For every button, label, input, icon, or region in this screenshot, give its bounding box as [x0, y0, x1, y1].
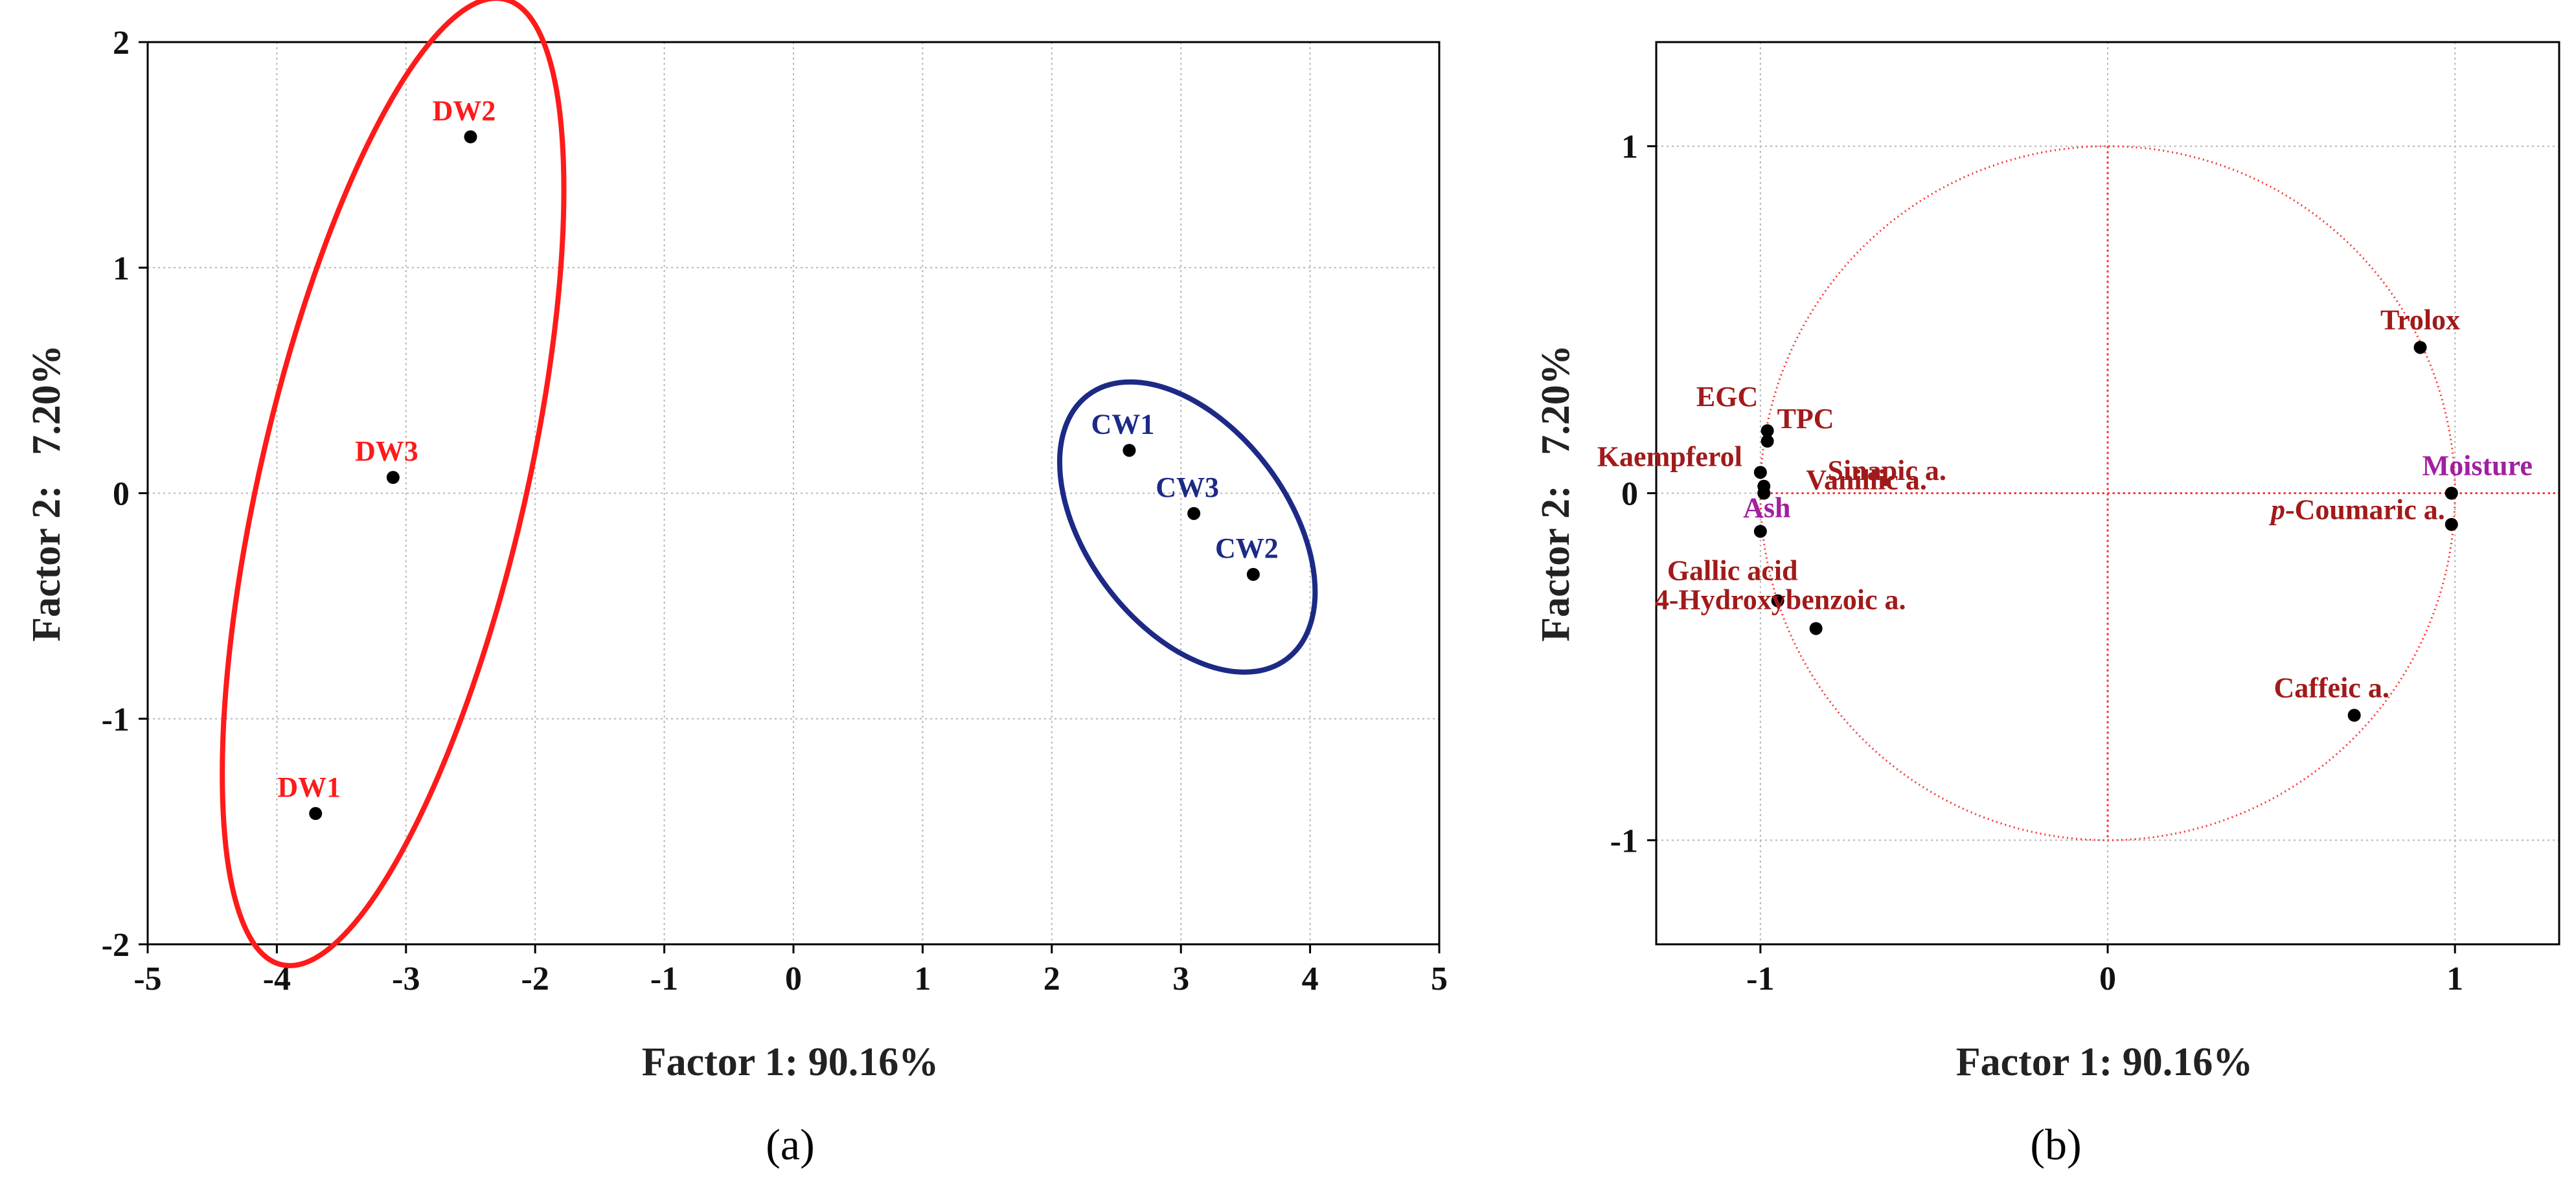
loading-point — [2445, 517, 2458, 531]
dw-group-ellipse — [220, 0, 567, 968]
loading-label: Ash — [1743, 492, 1790, 523]
y-tick-label: -1 — [1610, 823, 1638, 859]
data-point-dw1 — [309, 807, 323, 821]
loading-label: Gallic acid — [1667, 555, 1798, 587]
loading-point — [1761, 435, 1774, 448]
x-tick-label: -2 — [521, 960, 549, 997]
loading-point — [1753, 466, 1767, 479]
loading-label: Kaempferol — [1597, 440, 1742, 472]
loading-point — [2413, 341, 2427, 354]
x-tick-label: 4 — [1302, 960, 1319, 997]
data-point-cw2 — [1246, 567, 1260, 581]
loading-label: Sinapic a. — [1828, 455, 1946, 486]
x-axis-title: Factor 1: 90.16% — [642, 1040, 939, 1084]
x-tick-label: 5 — [1431, 960, 1448, 997]
loading-point — [1757, 486, 1771, 500]
loading-label: EGC — [1696, 381, 1758, 413]
loading-point — [2347, 709, 2361, 722]
loading-point — [1809, 622, 1823, 635]
label-rest: -Coumaric a. — [2285, 494, 2445, 526]
y-tick-label: 1 — [1621, 129, 1638, 166]
loading-label: Vanillic a. — [1806, 464, 1927, 496]
y-tick-label: 0 — [1621, 476, 1638, 513]
y-tick-label: -2 — [102, 927, 130, 964]
point-label-dw1: DW1 — [277, 771, 341, 803]
y-axis-title: Factor 2: 7.20% — [1534, 345, 1578, 642]
plot-frame — [146, 41, 1441, 946]
point-label-cw2: CW2 — [1215, 532, 1279, 564]
x-tick-label: -1 — [1746, 960, 1774, 997]
x-tick-label: 0 — [2099, 960, 2116, 997]
plot-frame — [1655, 41, 2560, 946]
point-label-dw2: DW2 — [433, 95, 496, 126]
x-tick-label: -3 — [392, 960, 420, 997]
loading-point — [1771, 594, 1784, 608]
data-point-cw3 — [1187, 506, 1201, 520]
cw-group-ellipse — [1057, 379, 1318, 675]
point-label-cw1: CW1 — [1091, 408, 1155, 440]
x-tick-label: 0 — [785, 960, 802, 997]
x-tick-label: 1 — [914, 960, 931, 997]
y-tick-label: 2 — [113, 25, 130, 62]
label-italic-prefix: p — [2268, 494, 2285, 526]
loading-point — [1753, 525, 1767, 538]
loading-label: Trolox — [2380, 304, 2460, 335]
x-tick-label: 1 — [2446, 960, 2463, 997]
point-label-cw3: CW3 — [1156, 472, 1219, 503]
loading-point — [2445, 486, 2458, 500]
data-point-dw3 — [386, 471, 400, 484]
panel-label-a: (a) — [766, 1120, 814, 1169]
loading-plot-panel: -1 0 1 -1 0 1 Trolox Moisture p-Coumaric a. Caffe… — [1534, 41, 2560, 1169]
y-axis-title: Factor 2: 7.20% — [25, 345, 69, 642]
x-tick-label: -5 — [133, 960, 161, 997]
loading-label: Moisture — [2422, 450, 2533, 482]
y-tick-label: 1 — [113, 250, 130, 287]
data-point-dw2 — [464, 130, 477, 144]
x-tick-label: -1 — [650, 960, 678, 997]
loading-label: 4-Hydroxybenzoic a. — [1655, 584, 1906, 615]
loading-point — [1761, 424, 1774, 438]
loading-label: TPC — [1777, 403, 1834, 435]
y-tick-label: -1 — [102, 701, 130, 738]
panel-label-b: (b) — [2030, 1120, 2081, 1169]
loading-label: p-Coumaric a. — [2268, 494, 2445, 526]
score-plot-panel: -5 -4 -3 -2 -1 0 1 2 3 4 5-2-1012DW1DW2DW3CW1CW3CW… — [25, 0, 1448, 1169]
loading-label: Caffeic a. — [2274, 672, 2389, 703]
x-tick-label: 2 — [1043, 960, 1060, 997]
x-tick-label: 3 — [1172, 960, 1189, 997]
x-axis-title: Factor 1: 90.16% — [1956, 1040, 2253, 1084]
point-label-dw3: DW3 — [355, 435, 418, 467]
y-tick-label: 0 — [113, 476, 130, 513]
data-point-cw1 — [1123, 444, 1136, 457]
